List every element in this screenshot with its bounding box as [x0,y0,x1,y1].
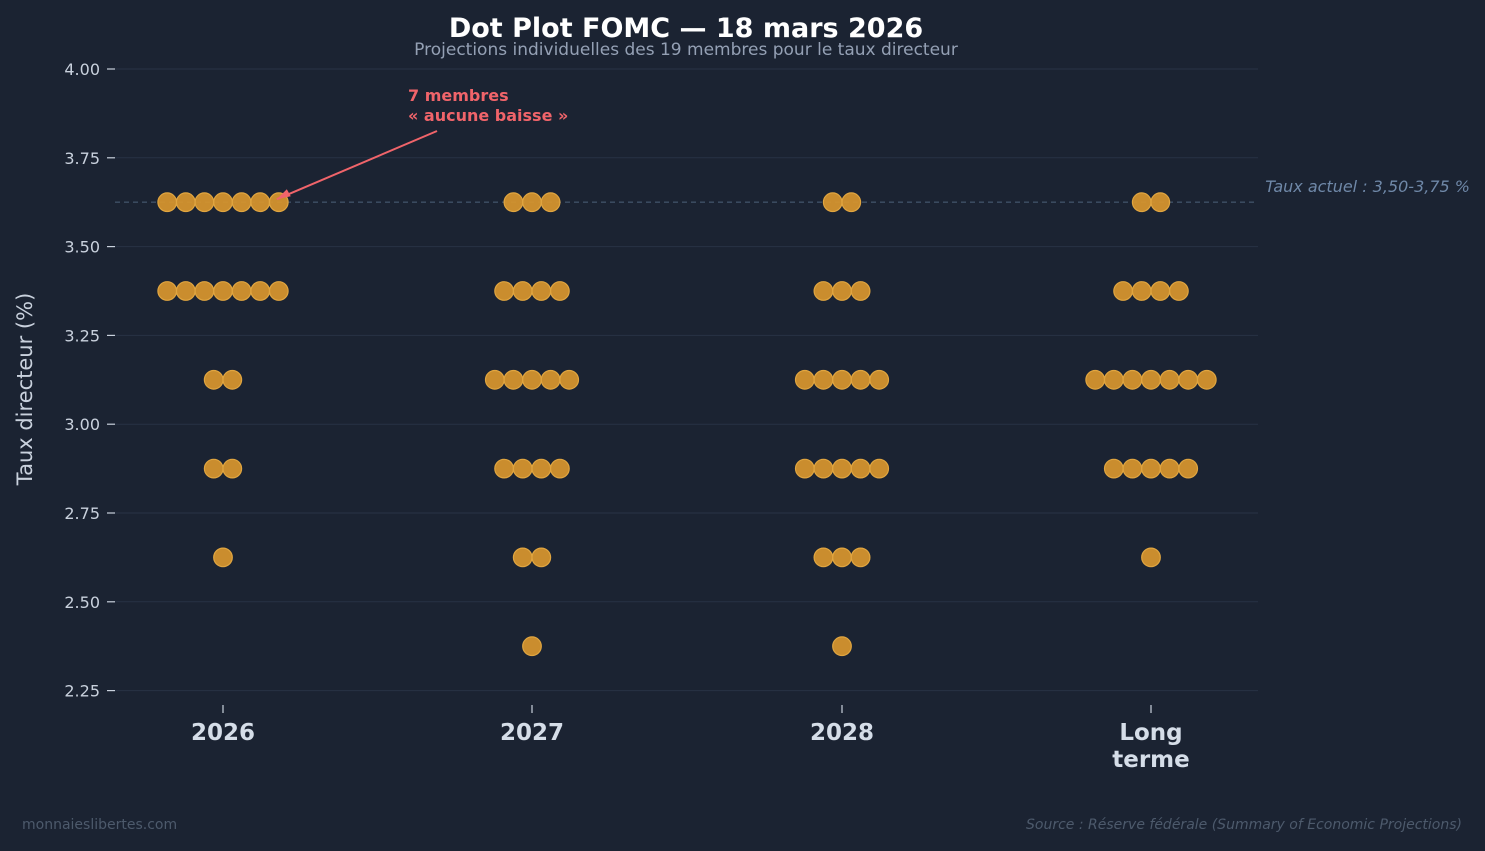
projection-dot [175,192,196,213]
projection-dot [512,281,533,301]
y-tick-label: 3.00 [64,415,100,434]
projection-dot [813,281,834,301]
y-tick-label: 2.75 [64,504,100,523]
projection-dot [1122,369,1143,390]
chart-subtitle: Projections individuelles des 19 membres… [414,40,958,60]
projection-dot [531,281,552,301]
projection-dot [1131,281,1152,301]
projection-dot [1196,369,1217,390]
projection-dot [1113,281,1133,301]
projection-dot [484,369,505,390]
projection-dot [822,192,843,213]
projection-dot [1103,369,1124,390]
projection-dot [522,192,542,213]
plot-area: 2.25 2.50 2.75 3.00 3.25 3.50 3.75 4.00 Taux act… [64,60,1470,773]
projection-dot [1178,369,1199,390]
chart-title: Dot Plot FOMC — 18 mars 2026 [449,13,923,44]
projection-dot [512,547,533,568]
projection-dot [1141,369,1161,390]
projection-dot [1103,458,1124,479]
projection-dot [522,636,542,657]
projection-dot [550,458,570,479]
projection-dot [850,458,871,479]
projection-dot [213,547,233,568]
y-tick-label: 3.75 [64,149,100,168]
projection-dot [531,547,552,568]
y-tick-label: 2.25 [64,682,100,701]
projection-dot [1150,281,1171,301]
projection-dot [1122,458,1143,479]
projection-dot [869,369,890,390]
projection-dot [250,281,271,301]
x-tick-label: 2028 [810,720,874,746]
projection-dot [503,192,524,213]
projection-dot [157,281,178,301]
projection-dot [841,192,862,213]
annotation-arrowhead [276,189,291,200]
projection-dot [222,458,243,479]
projection-dot [250,192,271,213]
x-tick-label: 2027 [500,720,564,746]
projection-dot [559,369,580,390]
annotation-arrow [276,130,438,201]
projection-dot [813,369,834,390]
projection-dot [194,281,215,301]
projection-dot [832,636,852,657]
projection-dot [850,547,871,568]
projection-dot [175,281,196,301]
projection-dot [213,192,233,213]
projection-dot [194,192,215,213]
current-rate-label: Taux actuel : 3,50-3,75 % [1265,177,1470,196]
projection-dot [540,369,561,390]
footer-source: Source : Réserve fédérale (Summary of Ec… [1026,817,1462,833]
projection-dot [1178,458,1199,479]
projection-dot [512,458,533,479]
projection-dot [1131,192,1152,213]
projection-dot [203,458,224,479]
projection-dot [231,192,252,213]
projection-dot [157,192,178,213]
projection-dot [222,369,243,390]
projection-dot [1141,458,1161,479]
projection-dot [794,458,815,479]
projection-dot [213,281,233,301]
y-tick-label: 3.50 [64,238,100,257]
projection-dot [813,458,834,479]
y-tick-label: 2.50 [64,593,100,612]
projection-dot [813,547,834,568]
projection-dot [850,281,871,301]
projection-dot [522,369,542,390]
x-tick-label: 2026 [191,720,255,746]
projection-dot [869,458,890,479]
projection-dot [540,192,561,213]
projection-dot [832,547,852,568]
y-tick-label: 3.25 [64,326,100,345]
projection-dot [1150,192,1171,213]
projection-dot [231,281,252,301]
projection-dot [1159,458,1180,479]
projection-dot [503,369,524,390]
projection-dot [1159,369,1180,390]
projection-dot [494,458,515,479]
y-axis-label: Taux directeur (%) [13,293,37,487]
projection-dot [850,369,871,390]
annotation-label: 7 membres « aucune baisse » [408,86,568,125]
projection-dot [550,281,570,301]
projection-dot [531,458,552,479]
projection-dot [1168,281,1189,301]
x-tick-label: Long terme [1112,720,1190,773]
projection-dot [832,369,852,390]
projection-dot [832,458,852,479]
y-tick-label: 4.00 [64,60,100,79]
projection-dot [832,281,852,301]
projection-dot [1085,369,1106,390]
projection-dot [794,369,815,390]
footer-watermark: monnaieslibertes.com [22,817,177,833]
projection-dot [268,281,289,301]
projection-dot [494,281,515,301]
projection-dot [203,369,224,390]
projection-dot [1141,547,1161,568]
